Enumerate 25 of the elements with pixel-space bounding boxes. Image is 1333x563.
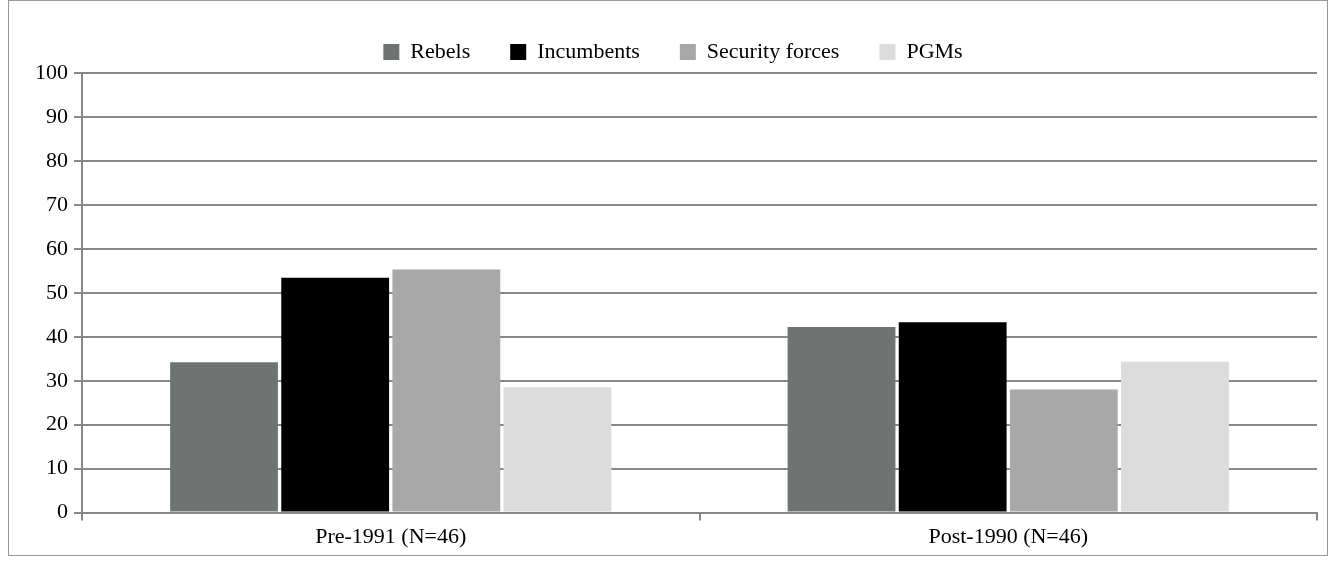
legend-label: Security forces <box>706 37 840 63</box>
y-tick-label: 90 <box>46 102 68 128</box>
y-tick-label: 30 <box>46 366 68 392</box>
y-tick-label: 80 <box>46 146 68 172</box>
bar <box>1121 361 1229 512</box>
bar <box>281 277 390 512</box>
bar <box>898 322 1007 512</box>
x-tick-label: Post-1990 (N=46) <box>928 522 1089 548</box>
y-tick-label: 60 <box>46 234 68 260</box>
bar <box>392 269 501 512</box>
y-tick-label: 70 <box>46 190 68 216</box>
bar <box>170 362 278 512</box>
legend-label: Incumbents <box>537 37 640 63</box>
legend-label: Rebels <box>410 37 471 63</box>
y-tick-label: 0 <box>57 498 68 524</box>
y-tick-label: 50 <box>46 278 68 304</box>
x-tick-label: Pre-1991 (N=46) <box>315 522 467 548</box>
legend-label: PGMs <box>906 37 963 63</box>
bar <box>787 327 896 512</box>
y-tick-label: 20 <box>46 410 68 436</box>
bar <box>1009 389 1118 512</box>
y-tick-label: 10 <box>46 454 68 480</box>
y-tick-label: 40 <box>46 322 68 348</box>
bar <box>503 387 612 512</box>
y-tick-label: 100 <box>35 58 68 84</box>
